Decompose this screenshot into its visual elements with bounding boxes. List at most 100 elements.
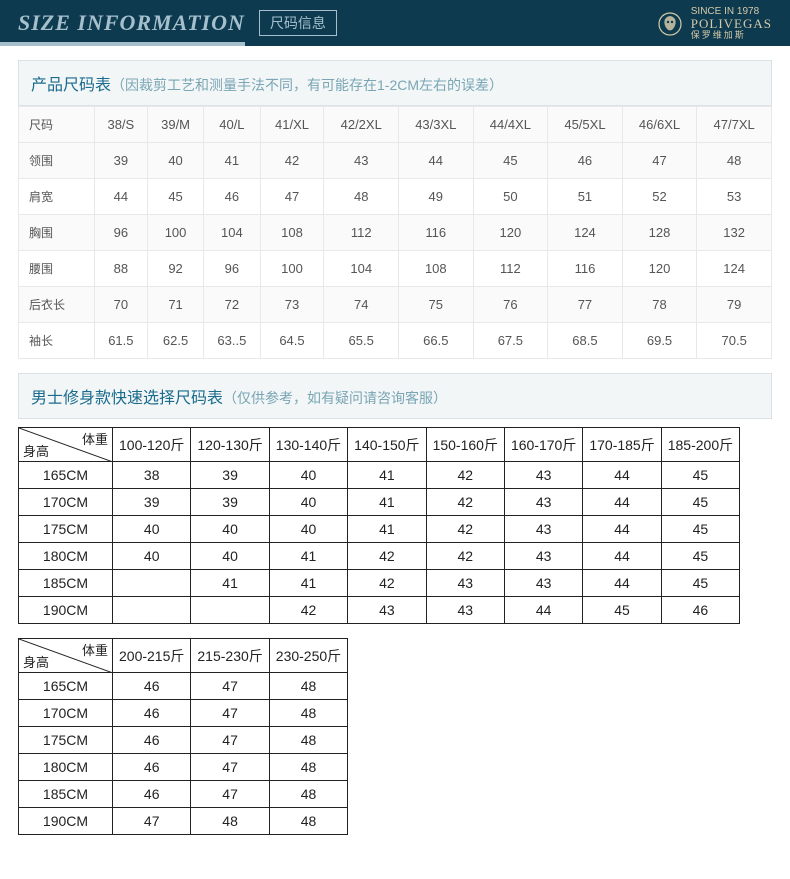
t2-cell: 44 bbox=[583, 516, 661, 543]
t2-cell: 40 bbox=[191, 516, 269, 543]
t1-cell: 79 bbox=[697, 287, 772, 323]
t1-cell: 50 bbox=[473, 179, 548, 215]
t1-col: 41/XL bbox=[260, 107, 324, 143]
t2-cell: 41 bbox=[348, 489, 426, 516]
t1-cell: 92 bbox=[147, 251, 203, 287]
t1-cell: 47 bbox=[622, 143, 697, 179]
table-row: 185CM464748 bbox=[19, 781, 348, 808]
t1-col: 39/M bbox=[147, 107, 203, 143]
t1-col: 尺码 bbox=[19, 107, 95, 143]
table-row: 190CM474848 bbox=[19, 808, 348, 835]
t1-cell: 肩宽 bbox=[19, 179, 95, 215]
t1-cell: 46 bbox=[548, 143, 623, 179]
t1-col: 43/3XL bbox=[399, 107, 474, 143]
t2-cell: 40 bbox=[269, 489, 347, 516]
header-title-en: SIZE INFORMATION bbox=[18, 10, 245, 36]
t1-cell: 52 bbox=[622, 179, 697, 215]
t1-cell: 132 bbox=[697, 215, 772, 251]
diag-left: 身高 bbox=[23, 652, 49, 671]
t2-cell: 41 bbox=[269, 543, 347, 570]
table-row: 后衣长70717273747576777879 bbox=[19, 287, 772, 323]
t2-cell: 45 bbox=[583, 597, 661, 624]
t1-cell: 41 bbox=[204, 143, 260, 179]
t1-cell: 108 bbox=[260, 215, 324, 251]
size-table: 尺码38/S39/M40/L41/XL42/2XL43/3XL44/4XL45/… bbox=[18, 106, 772, 359]
t1-cell: 49 bbox=[399, 179, 474, 215]
table-row: 175CM4040404142434445 bbox=[19, 516, 740, 543]
t1-cell: 领围 bbox=[19, 143, 95, 179]
t1-cell: 77 bbox=[548, 287, 623, 323]
t3-cell: 46 bbox=[113, 754, 191, 781]
table-row: 180CM464748 bbox=[19, 754, 348, 781]
t2-cell: 39 bbox=[113, 489, 191, 516]
t1-cell: 128 bbox=[622, 215, 697, 251]
t1-cell: 108 bbox=[399, 251, 474, 287]
t1-cell: 96 bbox=[204, 251, 260, 287]
t3-height: 175CM bbox=[19, 727, 113, 754]
t2-cell: 45 bbox=[661, 516, 739, 543]
t3-cell: 46 bbox=[113, 781, 191, 808]
t3-cell: 47 bbox=[191, 754, 269, 781]
t3-cell: 48 bbox=[191, 808, 269, 835]
t3-cell: 47 bbox=[113, 808, 191, 835]
t2-cell: 43 bbox=[426, 570, 504, 597]
t1-cell: 47 bbox=[260, 179, 324, 215]
t2-cell: 39 bbox=[191, 462, 269, 489]
t3-cell: 46 bbox=[113, 700, 191, 727]
t2-cell: 38 bbox=[113, 462, 191, 489]
t3-cell: 48 bbox=[269, 754, 347, 781]
t3-cell: 47 bbox=[191, 781, 269, 808]
t1-cell: 腰围 bbox=[19, 251, 95, 287]
t2-cell: 45 bbox=[661, 489, 739, 516]
t2-col: 150-160斤 bbox=[426, 428, 504, 462]
t2-cell: 42 bbox=[269, 597, 347, 624]
t3-cell: 48 bbox=[269, 700, 347, 727]
section2-note: （仅供参考，如有疑问请咨询客服） bbox=[223, 390, 447, 406]
brand-sub: 保罗维加斯 bbox=[691, 31, 772, 41]
t1-col: 45/5XL bbox=[548, 107, 623, 143]
table-row: 190CM424343444546 bbox=[19, 597, 740, 624]
t3-col: 200-215斤 bbox=[113, 639, 191, 673]
t1-cell: 68.5 bbox=[548, 323, 623, 359]
table-row: 185CM41414243434445 bbox=[19, 570, 740, 597]
t1-cell: 66.5 bbox=[399, 323, 474, 359]
quick-table-2-wrap: 体重身高200-215斤215-230斤230-250斤 165CM464748… bbox=[18, 638, 772, 835]
t1-cell: 42 bbox=[260, 143, 324, 179]
t2-cell: 40 bbox=[269, 516, 347, 543]
t1-cell: 45 bbox=[473, 143, 548, 179]
diag-top: 体重 bbox=[82, 429, 108, 448]
t1-cell: 88 bbox=[94, 251, 147, 287]
t1-cell: 48 bbox=[697, 143, 772, 179]
t1-cell: 64.5 bbox=[260, 323, 324, 359]
t2-height: 190CM bbox=[19, 597, 113, 624]
t1-cell: 67.5 bbox=[473, 323, 548, 359]
t1-cell: 71 bbox=[147, 287, 203, 323]
t2-cell: 43 bbox=[348, 597, 426, 624]
t1-cell: 96 bbox=[94, 215, 147, 251]
t2-col: 160-170斤 bbox=[504, 428, 582, 462]
t1-cell: 45 bbox=[147, 179, 203, 215]
t2-cell: 42 bbox=[426, 489, 504, 516]
t3-height: 185CM bbox=[19, 781, 113, 808]
t1-cell: 100 bbox=[260, 251, 324, 287]
t2-cell: 40 bbox=[191, 543, 269, 570]
t2-cell: 43 bbox=[504, 543, 582, 570]
t2-cell: 46 bbox=[661, 597, 739, 624]
section1-title: 产品尺码表 bbox=[31, 77, 111, 94]
quick-table-2: 体重身高200-215斤215-230斤230-250斤 165CM464748… bbox=[18, 638, 348, 835]
t1-cell: 61.5 bbox=[94, 323, 147, 359]
t3-height: 165CM bbox=[19, 673, 113, 700]
quick-table-1: 体重身高100-120斤120-130斤130-140斤140-150斤150-… bbox=[18, 427, 740, 624]
t1-cell: 胸围 bbox=[19, 215, 95, 251]
t1-cell: 116 bbox=[548, 251, 623, 287]
t2-cell: 42 bbox=[348, 570, 426, 597]
t3-cell: 47 bbox=[191, 673, 269, 700]
t2-col: 120-130斤 bbox=[191, 428, 269, 462]
t2-cell: 44 bbox=[583, 489, 661, 516]
t2-cell: 42 bbox=[348, 543, 426, 570]
t1-cell: 53 bbox=[697, 179, 772, 215]
t2-col: 100-120斤 bbox=[113, 428, 191, 462]
t2-col: 185-200斤 bbox=[661, 428, 739, 462]
t1-cell: 43 bbox=[324, 143, 399, 179]
diag-cell: 体重身高 bbox=[19, 428, 113, 462]
